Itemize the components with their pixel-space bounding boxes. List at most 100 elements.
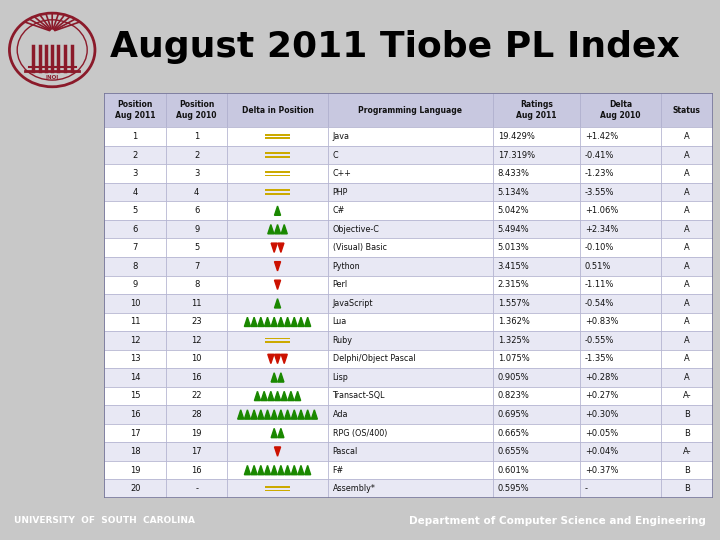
Bar xyxy=(661,201,713,220)
Bar xyxy=(266,171,289,173)
Text: 1: 1 xyxy=(132,132,138,141)
Polygon shape xyxy=(258,317,264,327)
Text: (Visual) Basic: (Visual) Basic xyxy=(333,243,387,252)
Bar xyxy=(492,442,580,461)
Bar xyxy=(228,183,328,201)
Text: A: A xyxy=(684,336,690,345)
Polygon shape xyxy=(274,447,281,456)
Bar xyxy=(166,257,228,275)
Bar xyxy=(661,387,713,405)
Text: A-: A- xyxy=(683,392,691,401)
Text: 0.905%: 0.905% xyxy=(498,373,529,382)
Bar xyxy=(580,350,661,368)
Bar xyxy=(492,480,580,498)
Bar xyxy=(166,239,228,257)
Bar xyxy=(661,442,713,461)
Bar xyxy=(661,146,713,164)
Bar xyxy=(166,294,228,313)
Polygon shape xyxy=(244,317,251,327)
Bar xyxy=(266,193,289,195)
Text: August 2011 Tiobe PL Index: August 2011 Tiobe PL Index xyxy=(110,30,680,64)
Bar xyxy=(580,480,661,498)
Text: Department of Computer Science and Engineering: Department of Computer Science and Engin… xyxy=(409,516,706,525)
Bar xyxy=(661,275,713,294)
Bar xyxy=(104,461,166,480)
Bar xyxy=(266,134,289,136)
Text: 18: 18 xyxy=(130,447,140,456)
Text: Ada: Ada xyxy=(333,410,348,419)
Text: 16: 16 xyxy=(192,373,202,382)
Text: +1.42%: +1.42% xyxy=(585,132,618,141)
Bar xyxy=(661,93,713,127)
Bar xyxy=(266,174,289,177)
Bar xyxy=(166,146,228,164)
Text: Python: Python xyxy=(333,262,360,271)
Text: A-: A- xyxy=(683,447,691,456)
Text: Assembly*: Assembly* xyxy=(333,484,375,493)
Bar xyxy=(328,146,492,164)
Bar xyxy=(661,424,713,442)
Text: 12: 12 xyxy=(192,336,202,345)
Text: 11: 11 xyxy=(130,318,140,326)
Bar xyxy=(328,331,492,350)
Bar xyxy=(328,294,492,313)
Polygon shape xyxy=(264,317,271,327)
Bar xyxy=(328,93,492,127)
Text: Position
Aug 2010: Position Aug 2010 xyxy=(176,100,217,120)
Polygon shape xyxy=(268,225,274,234)
Bar xyxy=(492,461,580,480)
Text: 17: 17 xyxy=(192,447,202,456)
Polygon shape xyxy=(305,410,311,419)
Text: 0.595%: 0.595% xyxy=(498,484,529,493)
Bar xyxy=(166,405,228,424)
Polygon shape xyxy=(282,392,287,401)
Polygon shape xyxy=(278,373,284,382)
Text: 0.823%: 0.823% xyxy=(498,392,529,401)
Bar xyxy=(328,164,492,183)
Text: 0.51%: 0.51% xyxy=(585,262,611,271)
Polygon shape xyxy=(261,392,267,401)
Text: 19.429%: 19.429% xyxy=(498,132,534,141)
Bar xyxy=(104,93,166,127)
Text: -0.55%: -0.55% xyxy=(585,336,614,345)
Polygon shape xyxy=(278,428,284,437)
Polygon shape xyxy=(258,465,264,475)
Bar xyxy=(328,368,492,387)
Text: 4: 4 xyxy=(194,188,199,197)
Bar xyxy=(266,490,289,491)
Text: 15: 15 xyxy=(130,392,140,401)
Bar xyxy=(492,405,580,424)
Bar xyxy=(104,220,166,239)
Bar xyxy=(166,275,228,294)
Text: 2: 2 xyxy=(194,151,199,160)
Bar xyxy=(492,183,580,201)
Text: UNIVERSITY  OF  SOUTH  CAROLINA: UNIVERSITY OF SOUTH CAROLINA xyxy=(14,516,195,525)
Text: -1.35%: -1.35% xyxy=(585,354,614,363)
Polygon shape xyxy=(251,317,257,327)
Text: Programming Language: Programming Language xyxy=(359,106,462,114)
Bar xyxy=(104,294,166,313)
Text: Perl: Perl xyxy=(333,280,348,289)
Text: A: A xyxy=(684,318,690,326)
Bar xyxy=(228,368,328,387)
Bar xyxy=(492,294,580,313)
Text: 23: 23 xyxy=(192,318,202,326)
Text: 1: 1 xyxy=(194,132,199,141)
Text: 0.655%: 0.655% xyxy=(498,447,529,456)
Text: -3.55%: -3.55% xyxy=(585,188,614,197)
Bar xyxy=(166,480,228,498)
Bar xyxy=(580,387,661,405)
Text: +1.06%: +1.06% xyxy=(585,206,618,215)
Polygon shape xyxy=(271,428,277,437)
Text: B: B xyxy=(684,410,690,419)
Polygon shape xyxy=(271,410,277,419)
Polygon shape xyxy=(288,392,294,401)
Polygon shape xyxy=(311,410,318,419)
Bar xyxy=(104,442,166,461)
Bar xyxy=(166,93,228,127)
Bar xyxy=(492,164,580,183)
Bar xyxy=(580,424,661,442)
Text: 0.665%: 0.665% xyxy=(498,429,529,437)
Text: Delta
Aug 2010: Delta Aug 2010 xyxy=(600,100,641,120)
Bar xyxy=(166,387,228,405)
